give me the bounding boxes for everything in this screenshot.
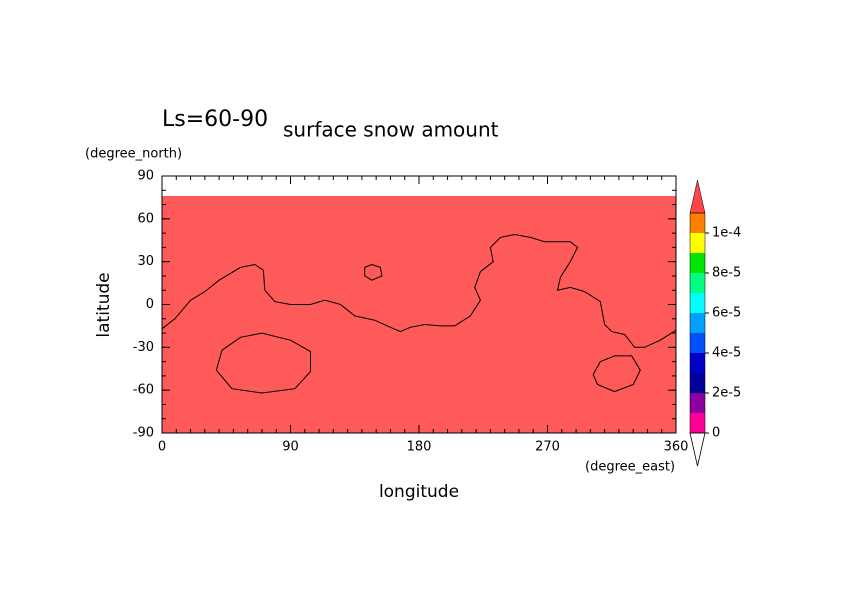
colorbar-segment xyxy=(690,233,705,253)
y-tick-label: -60 xyxy=(133,383,154,398)
x-unit: (degree_east) xyxy=(585,460,675,475)
y-axis-label: latitude xyxy=(94,272,114,337)
y-tick-label: -90 xyxy=(133,426,154,441)
x-tick-label: 360 xyxy=(664,440,689,455)
colorbar-segment xyxy=(690,293,705,313)
contour-line xyxy=(592,355,641,393)
colorbar-segment xyxy=(690,373,705,393)
x-tick-label: 0 xyxy=(158,440,166,455)
colorbar-segment xyxy=(690,253,705,273)
y-tick-label: -30 xyxy=(133,340,154,355)
contour-line xyxy=(215,332,311,394)
y-tick-label: 30 xyxy=(137,254,154,269)
x-tick-label: 180 xyxy=(407,440,432,455)
shaded-field xyxy=(162,195,676,433)
y-tick-label: 60 xyxy=(137,211,154,226)
colorbar-tick-label: 4e-5 xyxy=(712,346,741,361)
colorbar-segment xyxy=(690,413,705,433)
colorbar-segment xyxy=(690,353,705,373)
x-axis-label: longitude xyxy=(379,482,459,502)
colorbar-segment xyxy=(690,393,705,413)
colorbar-tick-label: 1e-4 xyxy=(712,226,741,241)
y-tick-label: 0 xyxy=(146,297,154,312)
x-tick-label: 270 xyxy=(535,440,560,455)
colorbar-tick-label: 0 xyxy=(712,426,720,441)
colorbar-tick-label: 2e-5 xyxy=(712,386,741,401)
contour-line xyxy=(161,233,677,348)
chart-header: Ls=60-90 xyxy=(162,107,268,132)
chart-title: surface snow amount xyxy=(283,118,499,142)
contour-line xyxy=(364,263,383,281)
colorbar-under xyxy=(689,432,706,467)
colorbar-segment xyxy=(690,333,705,353)
colorbar-tick-label: 6e-5 xyxy=(712,306,741,321)
x-tick-label: 90 xyxy=(282,440,299,455)
colorbar-segment xyxy=(690,273,705,293)
y-unit: (degree_north) xyxy=(85,147,182,162)
colorbar-frame xyxy=(689,212,706,434)
colorbar-segment xyxy=(690,213,705,233)
colorbar-segment xyxy=(690,313,705,333)
colorbar-over xyxy=(689,179,706,214)
colorbar-tick-label: 8e-5 xyxy=(712,266,741,281)
y-tick-label: 90 xyxy=(137,169,154,184)
